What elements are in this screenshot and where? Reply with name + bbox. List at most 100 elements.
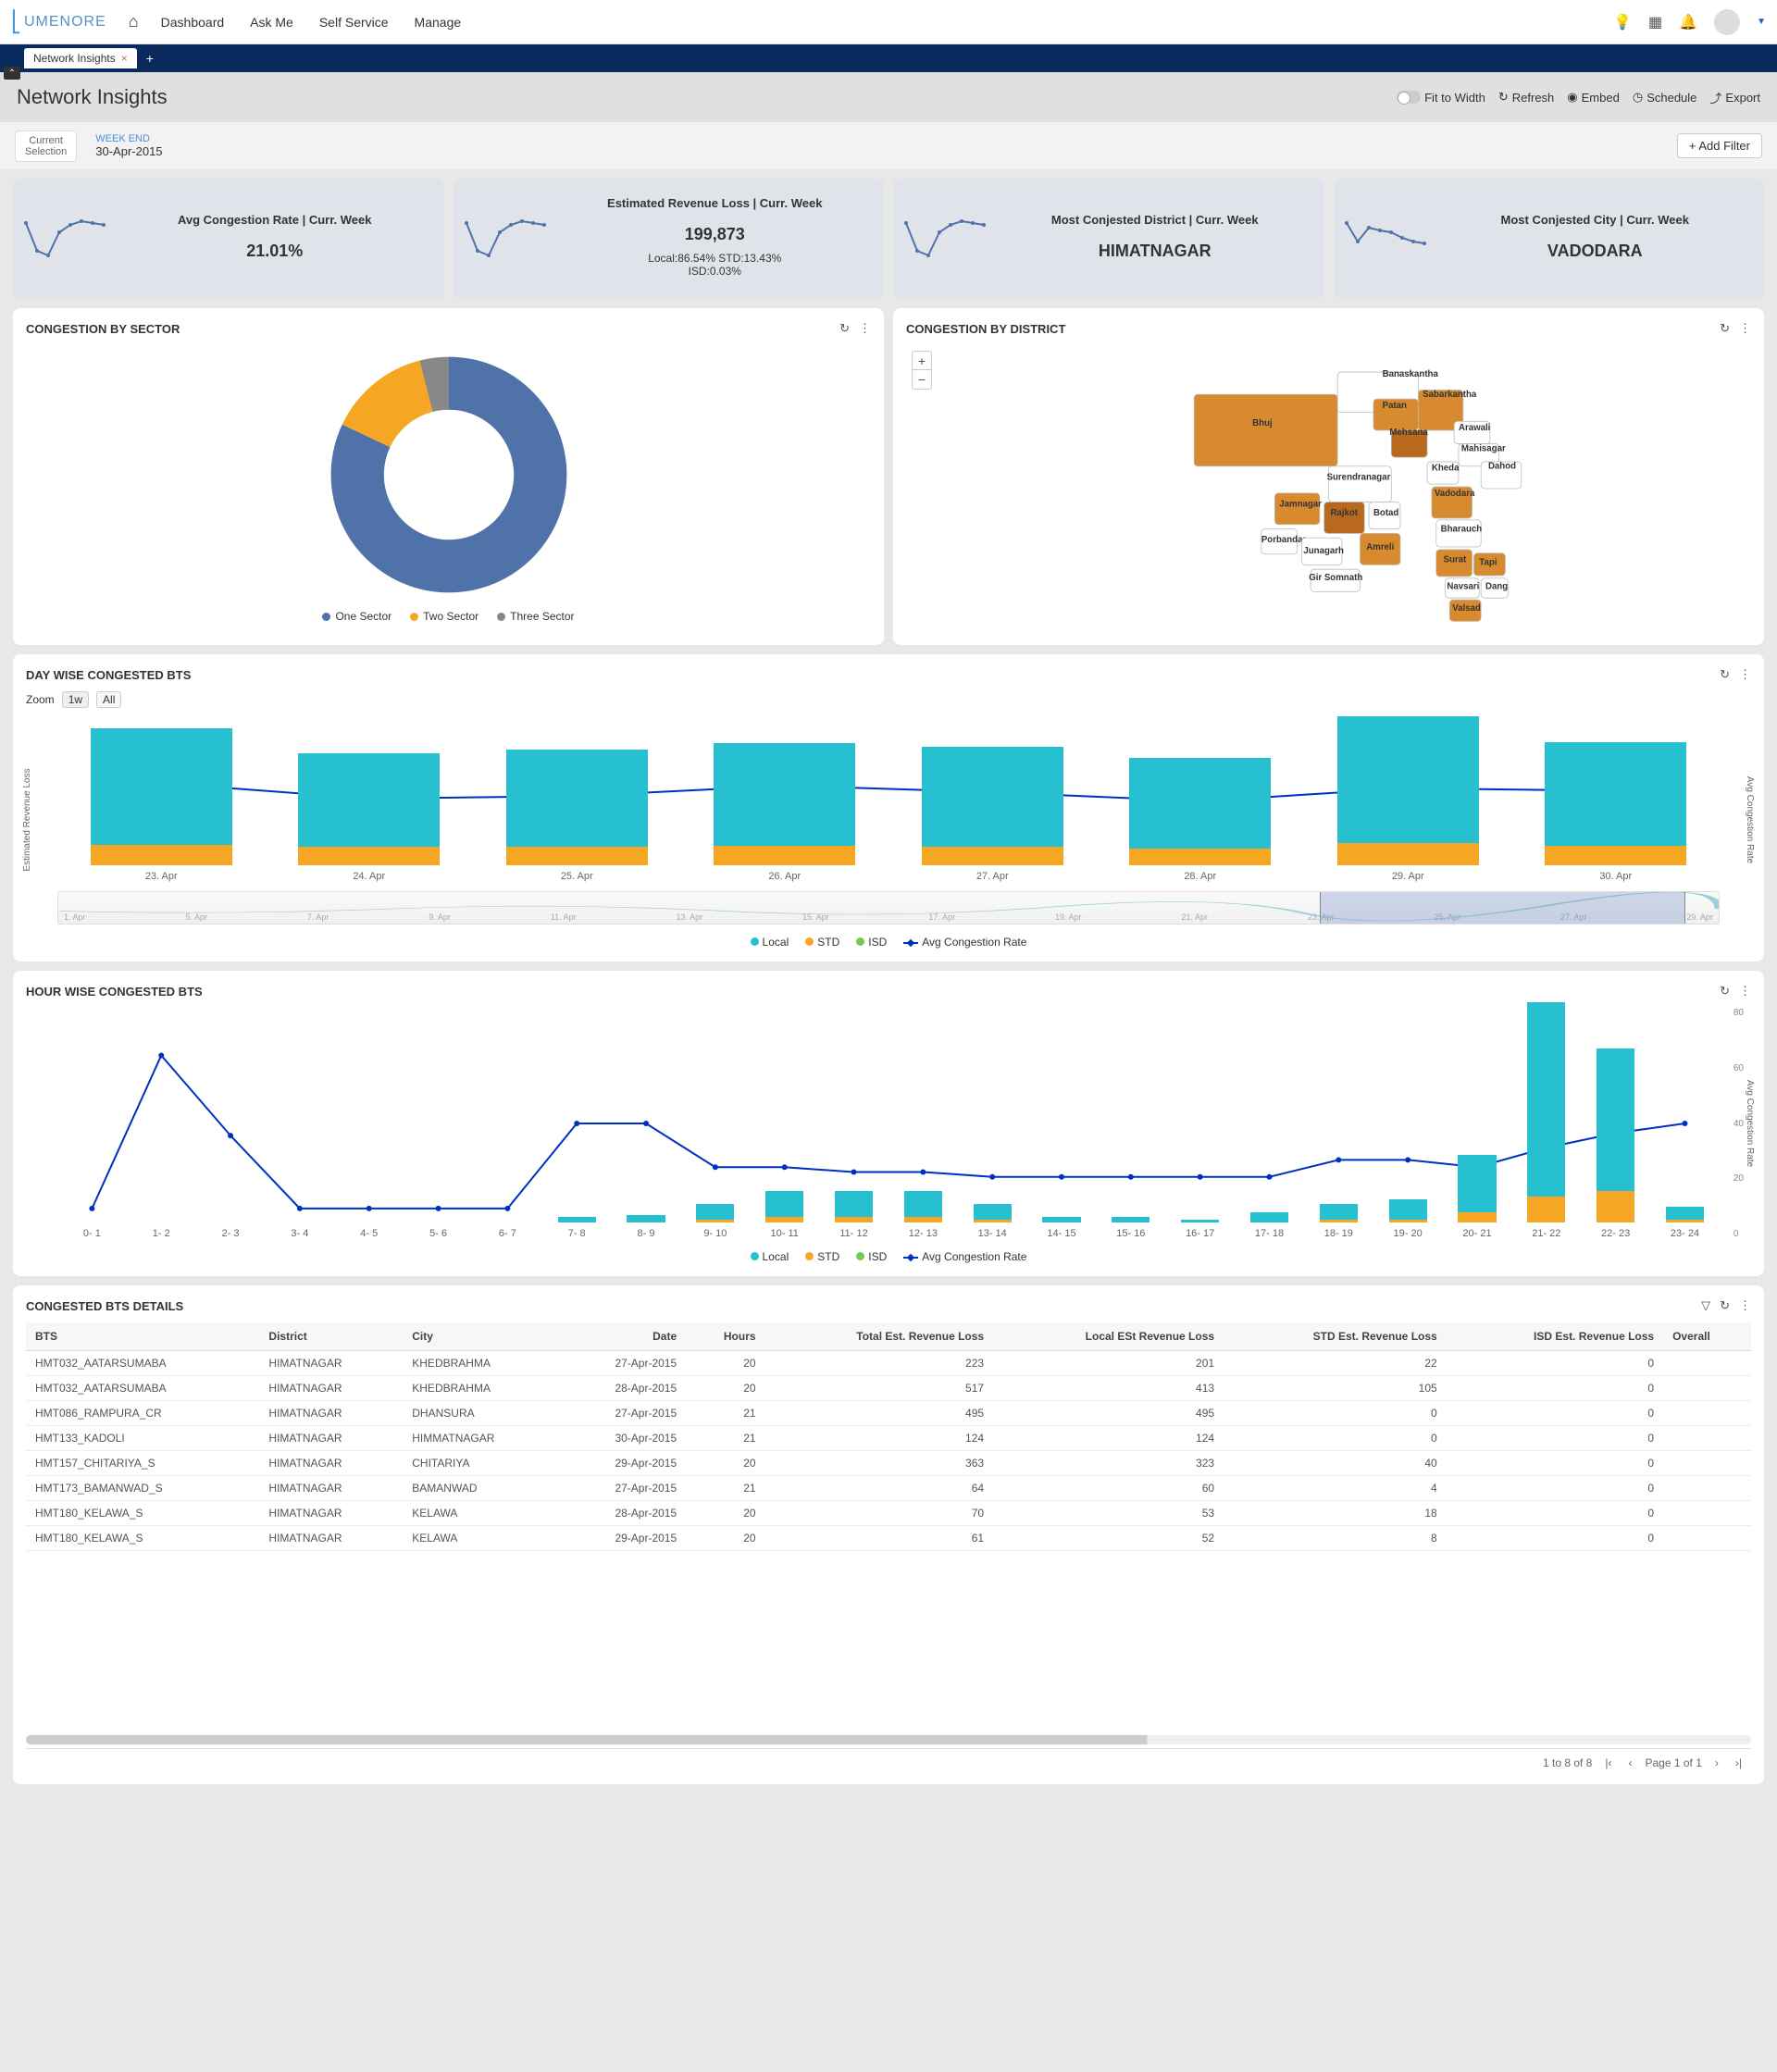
- table-header[interactable]: City: [403, 1322, 560, 1351]
- bell-icon[interactable]: 🔔: [1679, 13, 1697, 31]
- zoom-1w-button[interactable]: 1w: [62, 691, 89, 708]
- logo-icon: ⎣: [11, 10, 22, 34]
- horizontal-scrollbar[interactable]: [26, 1735, 1751, 1744]
- chart-column: 25. Apr: [473, 715, 681, 882]
- table-header[interactable]: ISD Est. Revenue Loss: [1447, 1322, 1663, 1351]
- table-header[interactable]: Date: [561, 1322, 686, 1351]
- chart-column: 16- 17: [1165, 1008, 1235, 1239]
- embed-button[interactable]: ◉ Embed: [1567, 90, 1620, 105]
- legend-item: STD: [805, 1250, 839, 1263]
- more-icon[interactable]: ⋮: [1739, 667, 1751, 682]
- avatar[interactable]: [1714, 9, 1740, 35]
- hourwise-legend: LocalSTDISDAvg Congestion Rate: [26, 1250, 1751, 1263]
- next-page-button[interactable]: ›: [1711, 1756, 1722, 1769]
- table-row[interactable]: HMT180_KELAWA_SHIMATNAGARKELAWA29-Apr-20…: [26, 1526, 1751, 1551]
- table-row[interactable]: HMT180_KELAWA_SHIMATNAGARKELAWA28-Apr-20…: [26, 1501, 1751, 1526]
- svg-text:Patan: Patan: [1383, 401, 1407, 411]
- schedule-button[interactable]: ◷ Schedule: [1633, 90, 1697, 105]
- refresh-icon[interactable]: ↻: [1720, 1298, 1730, 1313]
- header-actions: Fit to Width ↻ Refresh ◉ Embed ◷ Schedul…: [1397, 89, 1760, 106]
- nav-right: 💡 ▦ 🔔 ▼: [1613, 9, 1766, 35]
- nav-link[interactable]: Ask Me: [250, 15, 293, 30]
- y-right-label: Avg Congestion Rate: [1745, 1080, 1755, 1167]
- zoom-out-button[interactable]: −: [913, 370, 931, 389]
- svg-text:Junagarh: Junagarh: [1303, 546, 1344, 556]
- table-header[interactable]: Overall: [1663, 1322, 1751, 1351]
- table-row[interactable]: HMT032_AATARSUMABAHIMATNAGARKHEDBRAHMA28…: [26, 1376, 1751, 1401]
- nav-link[interactable]: Dashboard: [161, 15, 225, 30]
- collapse-button[interactable]: ⌃: [4, 67, 20, 80]
- refresh-icon[interactable]: ↻: [1720, 667, 1730, 682]
- table-row[interactable]: HMT032_AATARSUMABAHIMATNAGARKHEDBRAHMA27…: [26, 1351, 1751, 1376]
- nav-link[interactable]: Self Service: [319, 15, 389, 30]
- chart-column: 0- 1: [57, 1008, 127, 1239]
- svg-text:Bharauch: Bharauch: [1441, 525, 1483, 535]
- daywise-chart: 23. Apr 24. Apr 25. Apr 26. Apr 27. Apr …: [35, 715, 1742, 882]
- congestion-by-district-panel: CONGESTION BY DISTRICT ↻ ⋮ + − Banaskant…: [893, 308, 1764, 645]
- chart-column: 26. Apr: [681, 715, 889, 882]
- refresh-icon[interactable]: ↻: [1720, 321, 1730, 336]
- close-icon[interactable]: ×: [121, 52, 128, 65]
- table-header[interactable]: Local ESt Revenue Loss: [993, 1322, 1224, 1351]
- table-row[interactable]: HMT157_CHITARIYA_SHIMATNAGARCHITARIYA29-…: [26, 1451, 1751, 1476]
- prev-page-button[interactable]: ‹: [1624, 1756, 1635, 1769]
- filter-chip-weekend[interactable]: WEEK END 30-Apr-2015: [86, 130, 171, 162]
- table-header[interactable]: Total Est. Revenue Loss: [765, 1322, 994, 1351]
- chart-column: 29. Apr: [1304, 715, 1512, 882]
- add-tab-button[interactable]: +: [146, 51, 154, 66]
- grid-icon[interactable]: ▦: [1648, 13, 1662, 31]
- kpi-row: Avg Congestion Rate | Curr. Week21.01% E…: [13, 179, 1764, 299]
- table-row[interactable]: HMT133_KADOLIHIMATNAGARHIMMATNAGAR30-Apr…: [26, 1426, 1751, 1451]
- pagination-summary: 1 to 8 of 8: [1543, 1756, 1592, 1769]
- chart-column: 21- 22: [1511, 1008, 1581, 1239]
- more-icon[interactable]: ⋮: [859, 321, 871, 336]
- svg-text:Surat: Surat: [1444, 554, 1468, 565]
- legend-item: One Sector: [322, 610, 391, 623]
- more-icon[interactable]: ⋮: [1739, 984, 1751, 999]
- table-row[interactable]: HMT086_RAMPURA_CRHIMATNAGARDHANSURA27-Ap…: [26, 1401, 1751, 1426]
- user-dropdown-icon[interactable]: ▼: [1757, 17, 1766, 27]
- table-header[interactable]: Hours: [686, 1322, 764, 1351]
- legend-item: Three Sector: [497, 610, 574, 623]
- svg-text:Arawali: Arawali: [1459, 423, 1490, 433]
- refresh-icon[interactable]: ↻: [1720, 984, 1730, 999]
- chart-column: 3- 4: [265, 1008, 334, 1239]
- kpi-card: Estimated Revenue Loss | Curr. Week199,8…: [454, 179, 885, 299]
- zoom-in-button[interactable]: +: [913, 352, 931, 370]
- y-left-label: Estimated Revenue Loss: [22, 768, 32, 871]
- fit-label: Fit to Width: [1424, 91, 1485, 105]
- filter-chip-label: WEEK END: [95, 133, 162, 144]
- nav-link[interactable]: Manage: [415, 15, 462, 30]
- tab-bar: ⌃ Network Insights × +: [0, 44, 1777, 72]
- table-header[interactable]: District: [259, 1322, 403, 1351]
- table-header[interactable]: STD Est. Revenue Loss: [1224, 1322, 1447, 1351]
- filter-icon[interactable]: ▽: [1701, 1298, 1710, 1313]
- toggle-switch[interactable]: [1397, 91, 1421, 104]
- tab-network-insights[interactable]: Network Insights ×: [24, 48, 137, 68]
- legend-item: Local: [751, 936, 789, 949]
- refresh-icon[interactable]: ↻: [839, 321, 850, 336]
- pagination-page: Page 1 of 1: [1645, 1756, 1701, 1769]
- navigator[interactable]: 1. Apr5. Apr7. Apr9. Apr11. Apr13. Apr15…: [57, 891, 1720, 924]
- legend-item: ISD: [856, 1250, 887, 1263]
- add-filter-button[interactable]: + Add Filter: [1677, 133, 1762, 158]
- chart-column: 1- 2: [127, 1008, 196, 1239]
- lightbulb-icon[interactable]: 💡: [1613, 13, 1632, 31]
- zoom-all-button[interactable]: All: [96, 691, 121, 708]
- svg-text:Jamnagar: Jamnagar: [1279, 499, 1322, 509]
- home-icon[interactable]: ⌂: [129, 12, 139, 31]
- export-button[interactable]: ⤴ Export: [1709, 89, 1760, 106]
- more-icon[interactable]: ⋮: [1739, 321, 1751, 336]
- page-title: Network Insights: [17, 85, 168, 109]
- refresh-button[interactable]: ↻ Refresh: [1498, 90, 1554, 105]
- chart-column: 24. Apr: [266, 715, 474, 882]
- table-row[interactable]: HMT173_BAMANWAD_SHIMATNAGARBAMANWAD27-Ap…: [26, 1476, 1751, 1501]
- more-icon[interactable]: ⋮: [1739, 1298, 1751, 1313]
- daywise-panel: DAY WISE CONGESTED BTS ↻⋮ Zoom 1w All Es…: [13, 654, 1764, 962]
- first-page-button[interactable]: |‹: [1601, 1756, 1615, 1769]
- svg-text:Navsari: Navsari: [1447, 582, 1479, 592]
- table-header[interactable]: BTS: [26, 1322, 259, 1351]
- last-page-button[interactable]: ›|: [1732, 1756, 1746, 1769]
- y-right-label: Avg Congestion Rate: [1745, 776, 1755, 863]
- fit-to-width-toggle[interactable]: Fit to Width: [1397, 91, 1485, 105]
